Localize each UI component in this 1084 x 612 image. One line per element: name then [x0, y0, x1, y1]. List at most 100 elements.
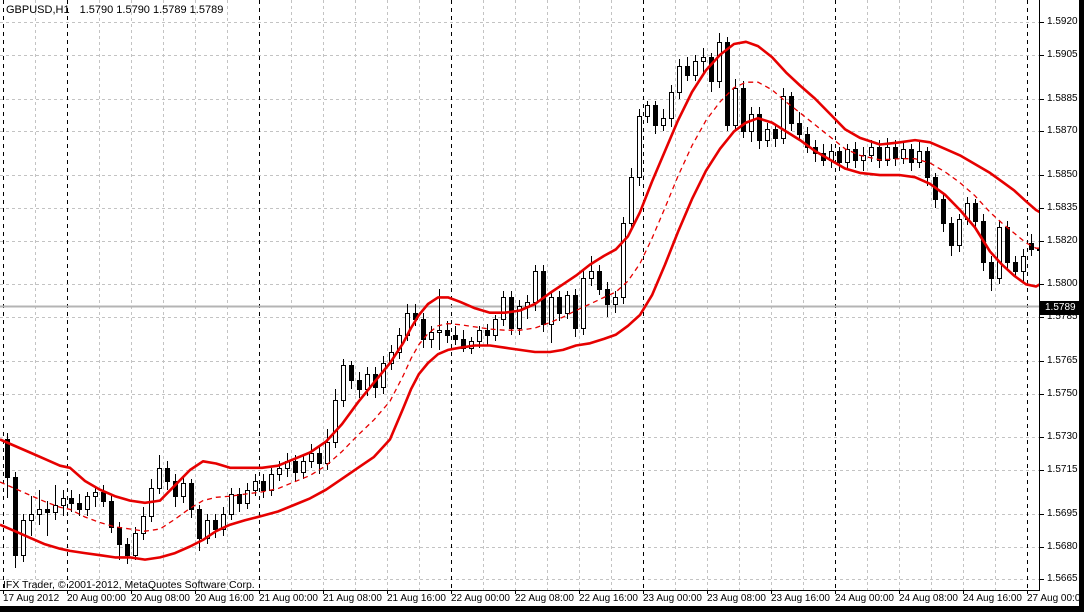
candle-bullish — [301, 461, 306, 473]
candle-bullish — [533, 271, 538, 303]
time-axis-label: 23 Aug 08:00 — [707, 593, 766, 604]
candle-bullish — [501, 297, 506, 320]
candle-bearish — [1029, 243, 1034, 250]
candle-bullish — [229, 494, 234, 515]
candle-bearish — [293, 461, 298, 473]
price-tick-mark — [1040, 361, 1044, 362]
candle-bullish — [493, 319, 498, 336]
time-axis-label: 23 Aug 16:00 — [771, 593, 830, 604]
current-price-badge: 1.5789 — [1040, 301, 1084, 315]
candle-bullish — [29, 514, 34, 521]
time-tick-mark — [963, 591, 964, 594]
candle-bearish — [989, 262, 994, 279]
price-tick-mark — [1040, 514, 1044, 515]
time-axis-label: 20 Aug 16:00 — [195, 593, 254, 604]
candle-bullish — [245, 490, 250, 504]
candle-bullish — [637, 116, 642, 178]
candle-bearish — [893, 147, 898, 159]
price-tick-mark — [1040, 22, 1044, 23]
price-tick-mark — [1040, 99, 1044, 100]
price-axis-label: 1.5765 — [1047, 355, 1078, 366]
price-tick-mark — [1040, 284, 1044, 285]
time-axis-label: 24 Aug 16:00 — [963, 593, 1022, 604]
candle-bearish — [973, 203, 978, 222]
candle-bullish — [309, 453, 314, 462]
candle-bearish — [213, 520, 218, 530]
candle-bearish — [357, 380, 362, 390]
price-axis-label: 1.5835 — [1047, 202, 1078, 213]
candle-bullish — [869, 147, 874, 156]
candle-bullish — [669, 92, 674, 119]
price-tick-mark — [1040, 131, 1044, 132]
candle-bullish — [341, 365, 346, 401]
price-axis[interactable]: 1.5789 1.5920 1.5905 1.5885 1.5870 1.5850 1.5… — [1040, 0, 1084, 591]
candle-bearish — [925, 151, 930, 178]
time-axis-label: 24 Aug 00:00 — [835, 593, 894, 604]
time-tick-mark — [771, 591, 772, 594]
time-tick-mark — [835, 591, 836, 594]
candle-bearish — [173, 481, 178, 497]
candle-bullish — [613, 297, 618, 305]
price-axis-label: 1.5820 — [1047, 235, 1078, 246]
time-axis-label: 20 Aug 08:00 — [131, 593, 190, 604]
price-axis-label: 1.5785 — [1047, 311, 1078, 322]
candle-bullish — [93, 492, 98, 497]
candle-bullish — [277, 468, 282, 475]
candle-bearish — [797, 123, 802, 135]
candle-bullish — [157, 468, 162, 489]
candle-bullish — [549, 297, 554, 325]
candle-bearish — [13, 477, 18, 556]
time-tick-mark — [1027, 591, 1028, 594]
candle-bullish — [1021, 256, 1026, 272]
symbol-period-label: GBPUSD,H1 — [6, 4, 70, 16]
candle-bullish — [957, 219, 962, 246]
chart-surface[interactable] — [0, 0, 1040, 591]
time-axis-label: 21 Aug 08:00 — [323, 593, 382, 604]
candle-bullish — [269, 474, 274, 491]
time-axis-label: 21 Aug 16:00 — [387, 593, 446, 604]
time-axis-label: 20 Aug 00:00 — [67, 593, 126, 604]
candle-bearish — [725, 42, 730, 126]
candle-bearish — [485, 330, 490, 336]
candle-bullish — [21, 520, 26, 556]
price-axis-label: 1.5715 — [1047, 464, 1078, 475]
candle-bearish — [653, 105, 658, 126]
candle-bearish — [445, 330, 450, 336]
candle-bullish — [589, 271, 594, 279]
time-axis[interactable]: 17 Aug 2012 20 Aug 00:00 20 Aug 08:00 20 Au… — [0, 591, 1084, 606]
candle-bearish — [877, 147, 882, 161]
price-tick-mark — [1040, 241, 1044, 242]
candle-bearish — [349, 365, 354, 381]
time-tick-mark — [515, 591, 516, 594]
candle-bearish — [605, 289, 610, 305]
copyright-text: IFX Trader, © 2001-2012, MetaQuotes Soft… — [3, 579, 255, 591]
price-axis-label: 1.5850 — [1047, 169, 1078, 180]
candle-bearish — [197, 509, 202, 539]
candle-bearish — [5, 439, 10, 478]
candle-bullish — [253, 481, 258, 491]
candle-bearish — [109, 501, 114, 528]
time-tick-mark — [131, 591, 132, 594]
candle-bullish — [997, 227, 1002, 279]
candle-bearish — [421, 319, 426, 340]
time-tick-mark — [579, 591, 580, 594]
price-tick-mark — [1040, 470, 1044, 471]
candle-bearish — [949, 223, 954, 246]
price-axis-label: 1.5680 — [1047, 541, 1078, 552]
price-tick-mark — [1040, 317, 1044, 318]
candle-bullish — [205, 520, 210, 539]
price-tick-mark — [1040, 55, 1044, 56]
candle-bullish — [517, 306, 522, 329]
time-tick-mark — [259, 591, 260, 594]
time-axis-label: 21 Aug 00:00 — [259, 593, 318, 604]
price-axis-label: 1.5665 — [1047, 573, 1078, 584]
price-axis-label: 1.5920 — [1047, 16, 1078, 27]
candle-bullish — [845, 149, 850, 163]
candle-bullish — [429, 332, 434, 340]
candle-bearish — [165, 468, 170, 482]
candle-bullish — [181, 483, 186, 497]
candle-bearish — [317, 453, 322, 464]
candle-bullish — [621, 223, 626, 298]
candle-bearish — [773, 129, 778, 139]
